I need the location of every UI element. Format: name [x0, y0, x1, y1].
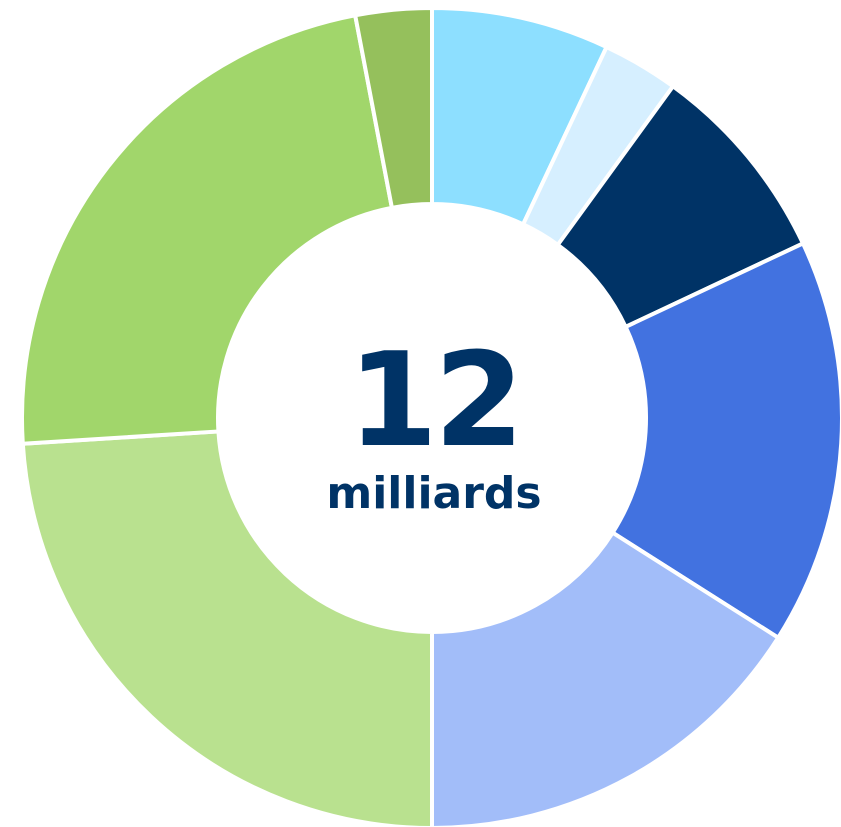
- slice: [20, 429, 434, 827]
- slice: [609, 240, 841, 641]
- slice: [352, 5, 434, 211]
- slice: [430, 529, 781, 827]
- center-label: milliards: [326, 468, 541, 519]
- slice: [20, 12, 395, 446]
- slices: [20, 5, 841, 827]
- center-value: 12: [348, 324, 521, 476]
